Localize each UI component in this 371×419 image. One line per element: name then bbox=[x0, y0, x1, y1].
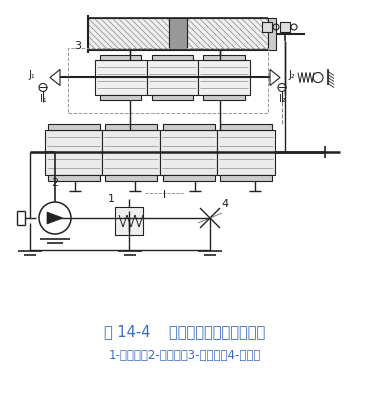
Bar bbox=[163, 175, 215, 181]
Bar bbox=[152, 95, 193, 100]
Text: 图 14-4    行程控制制动式换向回路: 图 14-4 行程控制制动式换向回路 bbox=[104, 324, 266, 339]
Bar bbox=[102, 130, 160, 175]
Bar bbox=[100, 55, 141, 60]
Bar bbox=[147, 60, 198, 95]
Bar bbox=[45, 130, 102, 175]
Text: 4: 4 bbox=[221, 199, 229, 209]
Bar bbox=[187, 18, 268, 50]
Bar bbox=[204, 95, 245, 100]
Text: J₁: J₁ bbox=[29, 70, 35, 80]
Text: 1: 1 bbox=[108, 194, 115, 204]
Bar bbox=[115, 207, 143, 235]
Text: I₂: I₂ bbox=[279, 95, 285, 104]
Text: 2: 2 bbox=[52, 178, 59, 188]
Bar bbox=[198, 60, 250, 95]
Text: l: l bbox=[164, 190, 167, 200]
Bar bbox=[262, 22, 272, 32]
Bar bbox=[105, 175, 157, 181]
Bar bbox=[268, 18, 276, 50]
Bar bbox=[48, 124, 100, 130]
Bar bbox=[280, 22, 290, 32]
Bar bbox=[152, 55, 193, 60]
Bar bbox=[204, 55, 245, 60]
Text: 1-溢流阀；2-先导阀；3-换向阀；4-节流阀: 1-溢流阀；2-先导阀；3-换向阀；4-节流阀 bbox=[109, 349, 261, 362]
Bar bbox=[169, 18, 187, 50]
Bar bbox=[220, 175, 272, 181]
Bar bbox=[217, 130, 275, 175]
Bar bbox=[88, 18, 169, 50]
Bar bbox=[105, 124, 157, 130]
Bar bbox=[160, 130, 217, 175]
Bar bbox=[220, 124, 272, 130]
Bar bbox=[48, 175, 100, 181]
Bar bbox=[100, 95, 141, 100]
Text: J₂: J₂ bbox=[289, 70, 295, 80]
Text: 3: 3 bbox=[75, 41, 82, 51]
Bar bbox=[68, 48, 268, 113]
Bar bbox=[95, 60, 147, 95]
Polygon shape bbox=[47, 212, 63, 224]
Text: I₁: I₁ bbox=[40, 95, 46, 104]
Bar bbox=[163, 124, 215, 130]
